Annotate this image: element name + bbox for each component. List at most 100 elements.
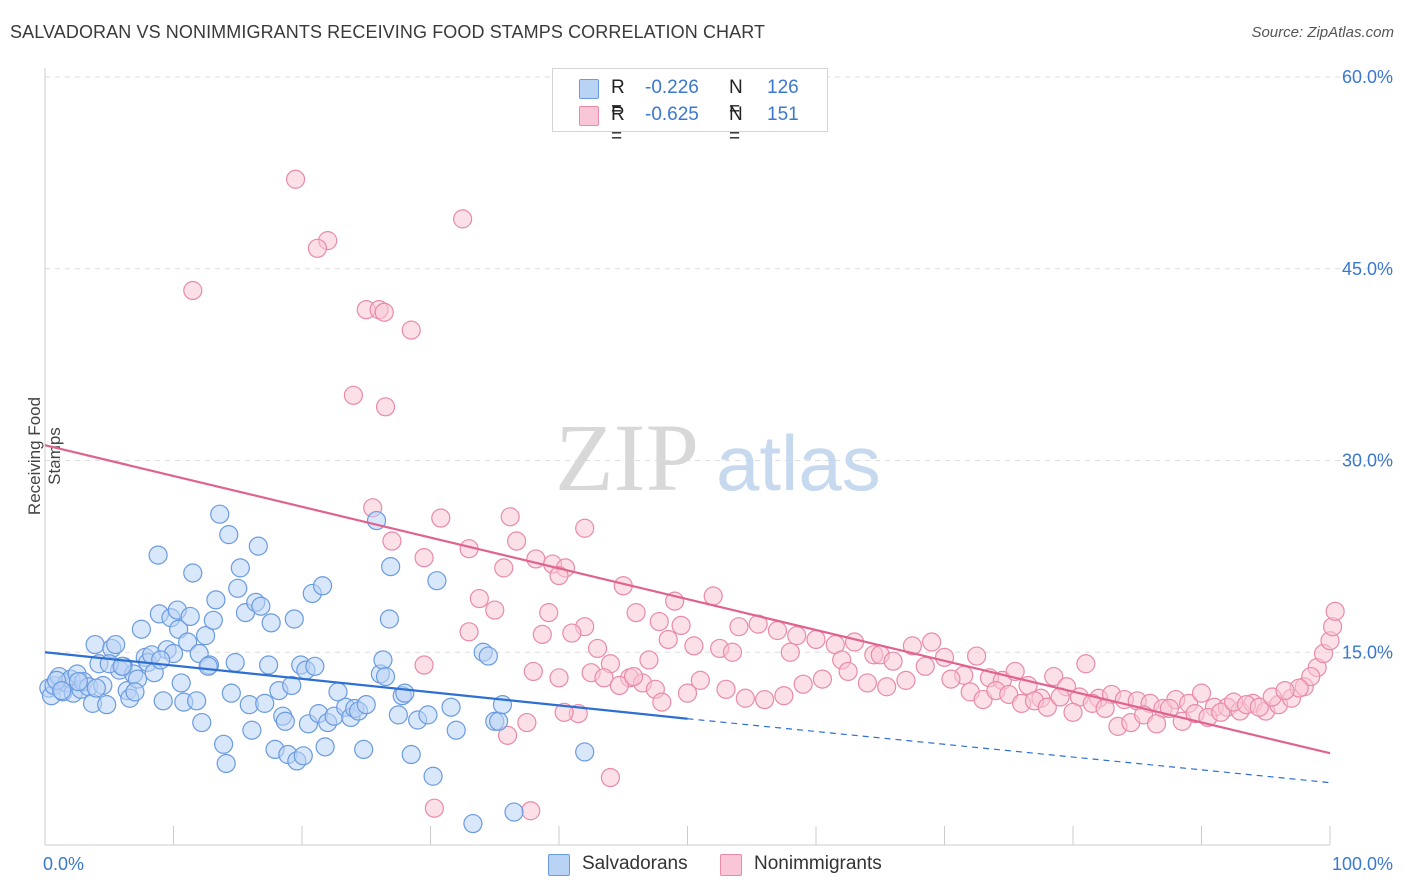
legend-r-label: R = [611, 77, 625, 120]
nonimmigrants-point [626, 603, 646, 623]
nonimmigrants-point [523, 661, 543, 682]
nonimmigrants-point [1249, 697, 1269, 717]
salvadorans-point [248, 536, 268, 556]
salvadorans-point [282, 675, 302, 696]
nonimmigrants-point [716, 679, 736, 699]
salvadorans-point [423, 766, 443, 786]
salvadorans-point [255, 693, 275, 713]
salvadorans-point [219, 525, 239, 545]
salvadorans-point [196, 626, 216, 646]
salvadorans-point [192, 712, 212, 733]
tick-labels: 15.0% 30.0% 45.0% 60.0% 0.0% 100.0% [43, 67, 1393, 874]
salvadorans-point [261, 613, 281, 633]
nonimmigrants-point [671, 615, 691, 636]
nonimmigrants-point [1275, 680, 1295, 701]
nonimmigrants-point [767, 620, 788, 641]
nonimmigrants-point [609, 675, 629, 696]
nonimmigrants-point [506, 531, 527, 551]
nonimmigrants-point [562, 623, 582, 643]
nonimmigrants-point [1044, 666, 1064, 687]
salvadorans-point [441, 697, 461, 717]
nonimmigrants-point [517, 712, 537, 733]
salvadorans-point [305, 656, 325, 676]
nonimmigrants-point [1095, 698, 1115, 719]
salvadorans-point [489, 711, 509, 731]
salvadorans-point [151, 650, 171, 670]
salvadorans-point [131, 619, 151, 639]
nonimmigrants-point [459, 622, 479, 642]
legend-label-nonimmigrants: Nonimmigrants [754, 853, 882, 874]
nonimmigrants-point [375, 397, 396, 417]
salvadorans-points [39, 504, 595, 834]
legend-n-label: N = [729, 104, 743, 147]
salvadorans-point [97, 695, 117, 715]
nonimmigrants-point [806, 629, 826, 650]
salvadorans-point [178, 632, 198, 652]
nonimmigrants-point [485, 600, 505, 620]
salvadorans-point [86, 678, 107, 698]
salvadorans-point [315, 737, 335, 757]
salvadorans-point [153, 691, 173, 711]
legend-r-label: R = [611, 104, 625, 147]
nonimmigrants-point [1211, 702, 1231, 722]
nonimmigrants-point [549, 668, 569, 688]
salvadorans-point [375, 666, 396, 687]
nonimmigrants-point [883, 651, 903, 671]
salvadorans-point [401, 744, 421, 765]
salvadorans-point [106, 634, 126, 655]
salvadorans-point [112, 656, 132, 676]
watermark: ZIP atlas [555, 404, 881, 511]
nonimmigrants-point [838, 661, 858, 682]
nonimmigrants-point [934, 647, 955, 667]
salvadorans-point [52, 680, 72, 701]
salvadorans-point [373, 650, 393, 670]
salvadorans-point [221, 683, 241, 703]
salvadorans-point [275, 711, 295, 731]
y-tick-label: 60.0% [1342, 67, 1393, 87]
nonimmigrants-point [941, 669, 961, 689]
nonimmigrants-point [967, 646, 987, 666]
nonimmigrants-point [600, 767, 621, 788]
salvadorans-point [206, 590, 226, 610]
nonimmigrants-point [735, 688, 755, 708]
nonimmigrants-point [498, 725, 518, 745]
nonimmigrants-point [722, 642, 743, 662]
legend-n-label: N = [729, 77, 743, 120]
salvadorans-point [478, 646, 498, 666]
salvadorans-point [148, 545, 168, 565]
nonimmigrants-point [703, 586, 723, 606]
salvadorans-point [187, 691, 207, 711]
y-tick-label: 15.0% [1342, 642, 1393, 662]
nonimmigrants-point [374, 302, 394, 322]
nonimmigrants-point [587, 638, 608, 659]
nonimmigrants-point [500, 507, 520, 527]
series-legend: Salvadorans Nonimmigrants [0, 850, 1406, 880]
nonimmigrants-point [754, 689, 775, 710]
nonimmigrants-point [549, 565, 569, 586]
nonimmigrants-point [922, 632, 942, 652]
salvadorans-point [312, 576, 333, 596]
nonimmigrants-point [658, 629, 678, 650]
salvadorans-point [379, 609, 399, 629]
salvadorans-point [228, 578, 248, 598]
salvadorans-point [251, 596, 271, 616]
salvadorans-point [258, 655, 279, 675]
salvadorans-point [198, 656, 218, 676]
nonimmigrants-point [1301, 666, 1321, 687]
nonimmigrants-point [285, 169, 306, 189]
correlation-legend: R = -0.226 N = 126 R = -0.625 N = 151 [552, 68, 828, 147]
salvadorans-point [381, 557, 401, 577]
y-tick-label: 30.0% [1342, 451, 1393, 471]
nonimmigrants-point [1191, 683, 1212, 703]
nonimmigrants-point [1037, 697, 1057, 717]
nonimmigrants-point [684, 636, 704, 656]
nonimmigrants-point [677, 683, 698, 703]
salvadorans-point [575, 742, 595, 762]
trend-lines [44, 444, 1331, 784]
salvadorans-point [463, 813, 483, 834]
nonimmigrants-point [690, 670, 710, 690]
legend-r-value: -0.226 [645, 77, 699, 98]
nonimmigrants-point [639, 650, 659, 670]
nonimmigrants-point [414, 655, 434, 675]
legend-n-value: 151 [767, 104, 799, 125]
